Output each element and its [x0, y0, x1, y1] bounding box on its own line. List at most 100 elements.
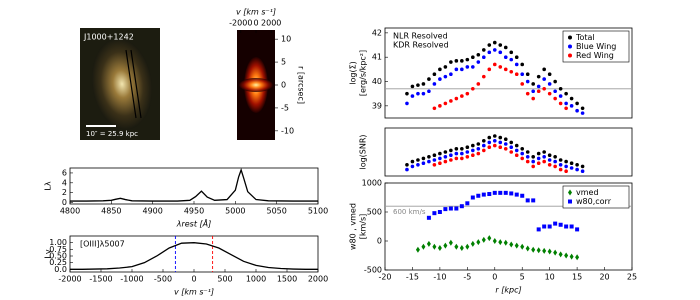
data-point	[520, 151, 525, 156]
data-point	[443, 242, 448, 249]
x-tick-label: -1000	[120, 275, 143, 284]
y-axis-label: r [arcsec]	[297, 66, 306, 104]
data-point	[449, 99, 453, 103]
data-point	[437, 244, 442, 251]
data-point	[503, 142, 508, 146]
x-tick-label: 4900	[142, 207, 162, 216]
data-point	[460, 156, 464, 161]
data-point	[558, 251, 563, 258]
data-point	[421, 243, 426, 250]
data-point	[569, 224, 574, 229]
y-tick-label: -500	[364, 266, 382, 275]
data-point	[553, 96, 557, 101]
data-point	[476, 151, 481, 156]
data-point	[449, 148, 453, 153]
data-point	[487, 192, 492, 197]
data-point	[531, 246, 536, 253]
y-tick-label: 10	[281, 35, 291, 44]
data-point	[465, 91, 470, 96]
data-point	[481, 192, 486, 197]
legend-label: w80,corr	[576, 197, 612, 206]
data-point	[509, 191, 514, 196]
data-point	[569, 161, 574, 165]
data-point	[553, 89, 557, 94]
data-point	[492, 48, 497, 52]
data-point	[470, 195, 475, 200]
data-point	[564, 101, 568, 106]
data-point	[514, 62, 519, 67]
data-point	[454, 147, 459, 151]
y-tick-label: 2	[62, 188, 67, 197]
data-point	[405, 91, 409, 96]
data-point	[471, 143, 475, 148]
data-point	[564, 224, 569, 229]
legend-marker	[568, 44, 572, 49]
data-point	[531, 82, 535, 86]
x-tick-label: -1500	[89, 275, 112, 284]
data-point	[514, 143, 519, 148]
x-tick-label: 0	[492, 273, 497, 282]
x-tick-label: 5100	[308, 207, 328, 216]
data-point	[498, 43, 503, 47]
data-point	[503, 147, 508, 151]
x-tick-label: -2000	[229, 19, 252, 28]
data-point	[487, 235, 492, 242]
data-point	[465, 201, 470, 206]
data-point	[492, 62, 497, 67]
data-point	[558, 101, 563, 106]
data-point	[509, 57, 514, 62]
data-point	[438, 161, 442, 165]
data-point	[558, 167, 563, 172]
data-point	[509, 140, 514, 145]
x-tick-label: 20	[599, 273, 609, 282]
data-point	[449, 158, 453, 162]
data-point	[487, 135, 492, 140]
data-point	[503, 190, 508, 195]
data-point	[509, 69, 514, 74]
x-tick-label: 5000	[225, 207, 245, 216]
data-point	[432, 158, 437, 162]
data-point	[509, 50, 514, 55]
data-point	[509, 150, 514, 154]
data-point	[454, 206, 459, 211]
scale-label: 10″ = 25.9 kpc	[86, 130, 138, 138]
x-tick-label: 0	[191, 275, 196, 284]
data-point	[427, 159, 431, 164]
y-axis-label: [erg/s/kpc²]	[359, 50, 368, 96]
data-point	[525, 150, 530, 154]
data-point	[421, 91, 426, 96]
data-point	[547, 72, 552, 77]
data-point	[432, 106, 437, 111]
data-line	[70, 167, 318, 202]
data-point	[575, 108, 579, 113]
data-point	[482, 148, 486, 153]
y-axis-label: Lv	[44, 249, 53, 258]
data-point	[531, 164, 535, 169]
x-tick-label: 2000	[308, 275, 328, 284]
data-point	[438, 156, 442, 161]
data-point	[542, 247, 547, 254]
data-point	[487, 50, 492, 55]
data-point	[465, 57, 470, 62]
data-point	[454, 243, 459, 250]
data-point	[481, 236, 486, 243]
spectrum-image	[237, 30, 275, 140]
x-tick-label: 4850	[101, 207, 121, 216]
data-point	[449, 60, 453, 64]
plot-frame	[384, 127, 633, 177]
legend-marker	[568, 35, 572, 40]
data-point	[482, 143, 486, 148]
data-point	[525, 159, 530, 164]
data-point	[492, 139, 497, 143]
data-point	[536, 247, 541, 254]
data-point	[536, 151, 541, 156]
data-point	[460, 67, 464, 72]
data-point	[553, 249, 558, 256]
y-tick-label: 0	[281, 81, 286, 90]
data-point	[460, 147, 464, 151]
data-point	[525, 79, 530, 84]
data-point	[438, 67, 442, 72]
y-axis-label: log(SNR)	[359, 134, 368, 169]
data-point	[503, 67, 508, 72]
data-point	[531, 159, 535, 164]
